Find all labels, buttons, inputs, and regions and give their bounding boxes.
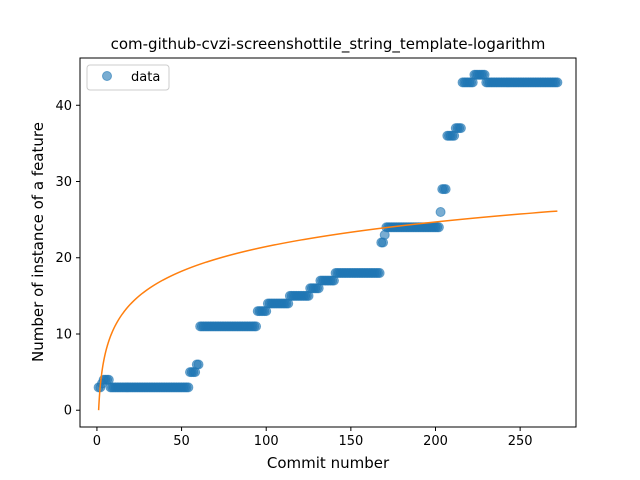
data-point [183, 382, 194, 393]
data-point [440, 184, 451, 195]
chart-title: com-github-cvzi-screenshottile_string_te… [111, 35, 546, 54]
x-tick-label: 250 [508, 434, 533, 449]
legend-marker-data [102, 71, 112, 81]
y-tick-label: 20 [55, 251, 72, 266]
x-tick-label: 200 [423, 434, 448, 449]
data-point [193, 359, 204, 370]
x-axis: 0 50 100 150 200 250 [93, 427, 533, 449]
y-axis-label: Number of instance of a feature [29, 122, 47, 362]
fit-line [97, 210, 558, 411]
y-tick-label: 40 [55, 99, 72, 114]
data-point [433, 222, 444, 233]
data-point [251, 321, 262, 332]
y-tick-label: 10 [55, 327, 72, 342]
x-tick-label: 150 [338, 434, 363, 449]
data-point [435, 207, 446, 217]
legend: data [86, 64, 170, 91]
x-tick-label: 0 [93, 434, 101, 449]
data-point [374, 268, 385, 278]
y-tick-label: 0 [64, 404, 72, 419]
x-axis-label: Commit number [267, 454, 390, 472]
data-point [455, 123, 466, 134]
y-tick-label: 30 [55, 175, 72, 190]
x-tick-label: 50 [173, 434, 190, 449]
data-point [552, 77, 563, 88]
y-axis: 0 10 20 30 40 [55, 99, 80, 419]
x-tick-label: 100 [254, 434, 279, 449]
plot-frame [79, 57, 577, 428]
data-series [93, 69, 563, 393]
legend-label-data: data [131, 70, 160, 85]
